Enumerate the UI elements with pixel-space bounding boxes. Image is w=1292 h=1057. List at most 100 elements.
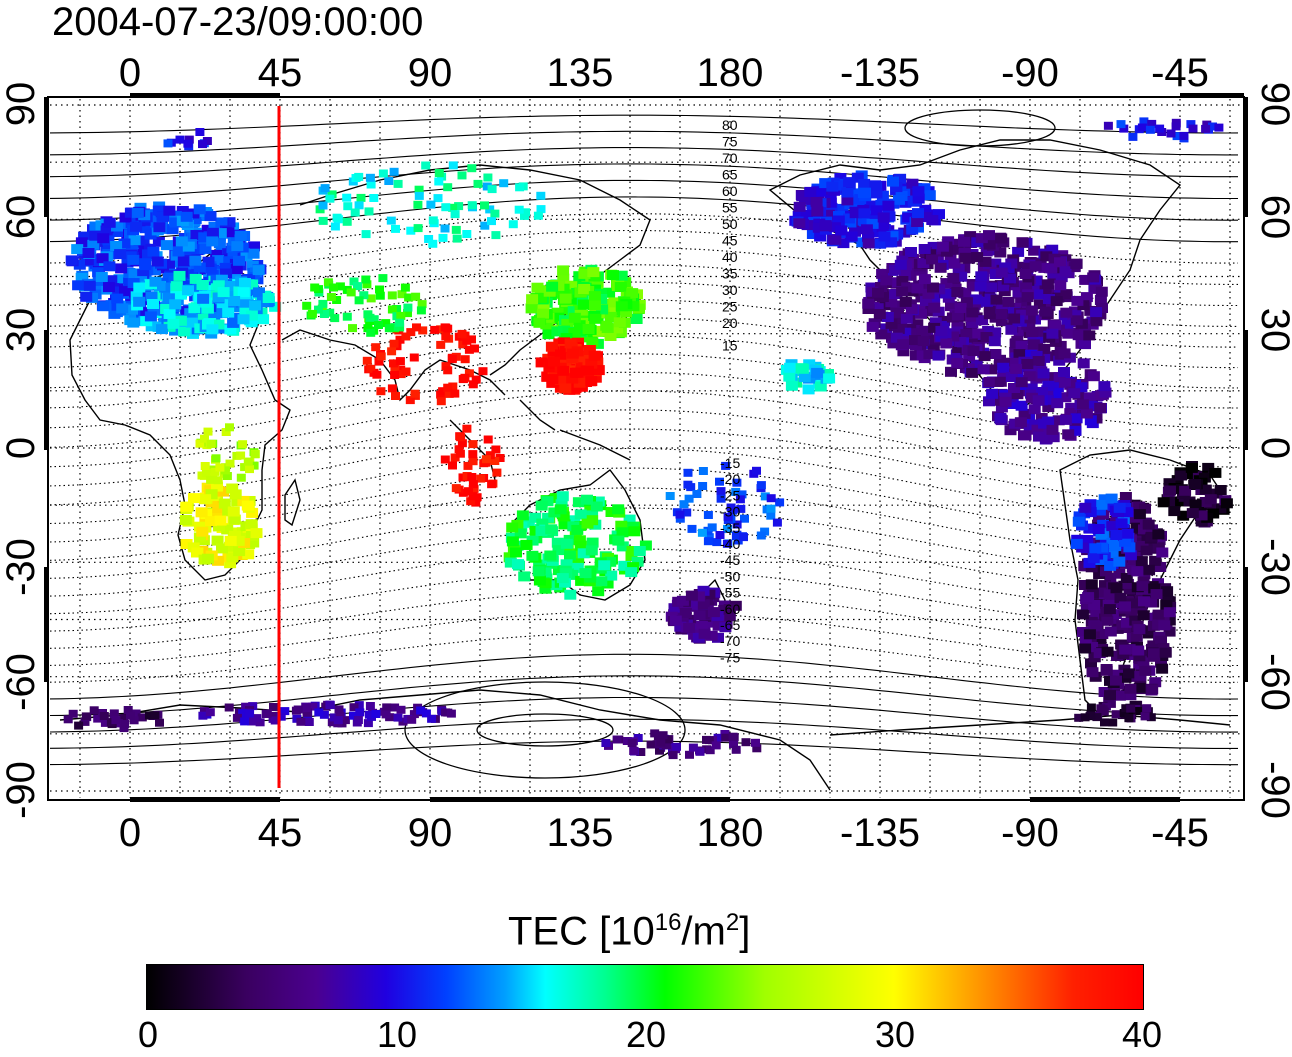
- tec-cell: [1086, 703, 1096, 712]
- tec-cell: [137, 713, 147, 722]
- tec-cell: [405, 396, 415, 405]
- tec-cell: [353, 716, 363, 724]
- tec-cell: [713, 733, 723, 742]
- tec-cell: [552, 545, 565, 556]
- tec-cell: [920, 296, 932, 307]
- tec-cell: [615, 270, 628, 281]
- tec-cell: [631, 556, 644, 567]
- tec-cell: [1052, 415, 1065, 426]
- tec-cell: [124, 207, 137, 218]
- colorbar-tick-label: 10: [376, 1014, 418, 1055]
- tec-cell: [436, 397, 446, 406]
- tec-cell: [1090, 316, 1103, 327]
- tec-cell: [1132, 645, 1145, 656]
- tec-cell: [1139, 117, 1149, 126]
- tec-cell: [819, 178, 832, 189]
- tec-cell: [1070, 258, 1083, 269]
- tec-cell: [216, 298, 229, 309]
- tec-cell: [329, 283, 338, 292]
- tec-cell: [862, 231, 874, 242]
- tec-cell: [627, 301, 640, 312]
- contour-label: 20: [722, 315, 738, 331]
- tec-cell: [582, 324, 595, 334]
- tec-cell: [187, 542, 200, 553]
- tec-cell: [201, 469, 211, 478]
- tec-cell: [928, 302, 941, 313]
- tec-cell: [144, 229, 157, 240]
- tec-cell: [940, 246, 953, 257]
- tec-cell: [228, 514, 241, 525]
- tec-cell: [675, 514, 685, 523]
- tec-cell: [798, 372, 811, 383]
- tec-cell: [499, 179, 509, 188]
- tec-cell: [218, 498, 231, 509]
- tec-cell: [99, 712, 109, 720]
- left-lat-tick-label: 60: [0, 195, 43, 240]
- colorbar: [146, 964, 1144, 1010]
- contour-label: -60: [720, 601, 740, 617]
- tec-cell: [535, 357, 548, 368]
- tec-cell: [1051, 382, 1064, 392]
- tec-cell: [620, 307, 633, 318]
- tec-cell: [924, 249, 937, 260]
- tec-cell: [174, 289, 187, 300]
- tec-cell: [1087, 553, 1100, 564]
- tec-cell: [869, 213, 881, 224]
- tec-cell: [707, 523, 717, 532]
- tec-cell: [1100, 718, 1109, 727]
- tec-cell: [490, 457, 500, 465]
- tec-cell: [510, 547, 522, 558]
- tec-cell: [198, 232, 211, 243]
- tec-cell: [468, 380, 478, 389]
- tec-cell: [760, 492, 770, 501]
- tec-cell: [1055, 272, 1068, 283]
- tec-cell: [1154, 562, 1167, 572]
- tec-cell: [1145, 531, 1158, 542]
- tec-cell: [139, 223, 152, 234]
- tec-cell: [1126, 598, 1139, 609]
- tec-cell: [302, 301, 312, 310]
- tec-cell: [75, 237, 88, 248]
- tec-cell: [169, 276, 181, 286]
- tec-cell: [487, 185, 497, 194]
- tec-cell: [1147, 119, 1157, 128]
- tec-cell: [454, 445, 464, 454]
- tec-cell: [570, 367, 582, 378]
- tec-cell: [397, 290, 407, 299]
- tec-cell: [607, 270, 619, 281]
- tec-cell: [1145, 125, 1155, 134]
- tec-cell: [655, 746, 664, 755]
- tec-cell: [600, 320, 613, 331]
- tec-cell: [1099, 387, 1112, 398]
- tec-cell: [999, 262, 1012, 273]
- tec-cell: [1079, 643, 1092, 654]
- tec-cell: [575, 360, 588, 371]
- tec-cell: [1040, 306, 1052, 317]
- tec-cell: [404, 293, 414, 302]
- tec-cell: [1113, 556, 1126, 567]
- contour-line: [49, 371, 1238, 449]
- tec-cell: [200, 434, 209, 443]
- left-lat-tick-label: -60: [0, 653, 43, 711]
- tec-cell: [552, 312, 565, 323]
- tec-cell: [151, 256, 164, 267]
- tec-cell: [596, 304, 608, 315]
- tec-cell: [568, 312, 581, 323]
- tec-cell: [940, 338, 953, 349]
- tec-cell: [1166, 129, 1176, 138]
- tec-cell: [590, 501, 603, 512]
- tec-cell: [679, 500, 689, 509]
- tec-cell: [726, 503, 736, 512]
- tec-cell: [1124, 690, 1137, 701]
- axis-labels: 0 45 90 135 180 -135 -90 -45 0 45 90 135 180 -135 -90 -…: [0, 51, 1292, 855]
- tec-cell: [564, 550, 576, 561]
- tec-cell: [342, 193, 352, 202]
- tec-cell: [362, 356, 372, 365]
- tec-cell: [213, 476, 223, 485]
- tec-cell: [1016, 309, 1029, 320]
- tec-cell: [468, 492, 478, 501]
- tec-cell: [130, 221, 143, 232]
- tec-cell: [1045, 263, 1058, 274]
- tec-cell: [974, 281, 987, 292]
- tec-cell: [960, 329, 973, 340]
